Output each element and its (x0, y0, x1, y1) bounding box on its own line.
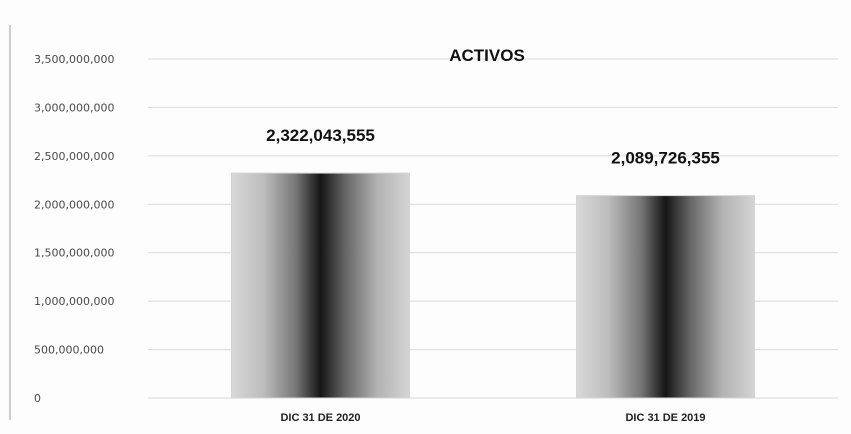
x-axis-category-labels: DIC 31 DE 2020 DIC 31 DE 2019 (280, 412, 705, 424)
y-tick-label: 3,000,000,000 (34, 101, 114, 114)
y-tick-label: 1,500,000,000 (34, 247, 114, 260)
y-tick-label: 2,000,000,000 (34, 198, 114, 211)
y-tick-label: 500,000,000 (34, 344, 104, 357)
bars (231, 172, 755, 399)
x-tick-label: DIC 31 DE 2019 (625, 412, 705, 424)
data-labels: 2,322,043,555 2,089,726,355 (266, 126, 720, 168)
data-label: 2,322,043,555 (266, 126, 375, 145)
bar (231, 172, 410, 399)
y-tick-label: 1,000,000,000 (34, 295, 114, 308)
x-tick-label: DIC 31 DE 2020 (280, 412, 360, 424)
y-tick-label: 0 (34, 392, 41, 405)
chart-title: ACTIVOS (449, 46, 525, 65)
y-tick-label: 2,500,000,000 (34, 150, 114, 163)
y-axis-tick-labels: 0 500,000,000 1,000,000,000 1,500,000,000 2,… (34, 53, 114, 405)
data-label: 2,089,726,355 (611, 149, 720, 168)
y-tick-label: 3,500,000,000 (34, 53, 114, 66)
bar (576, 195, 755, 399)
